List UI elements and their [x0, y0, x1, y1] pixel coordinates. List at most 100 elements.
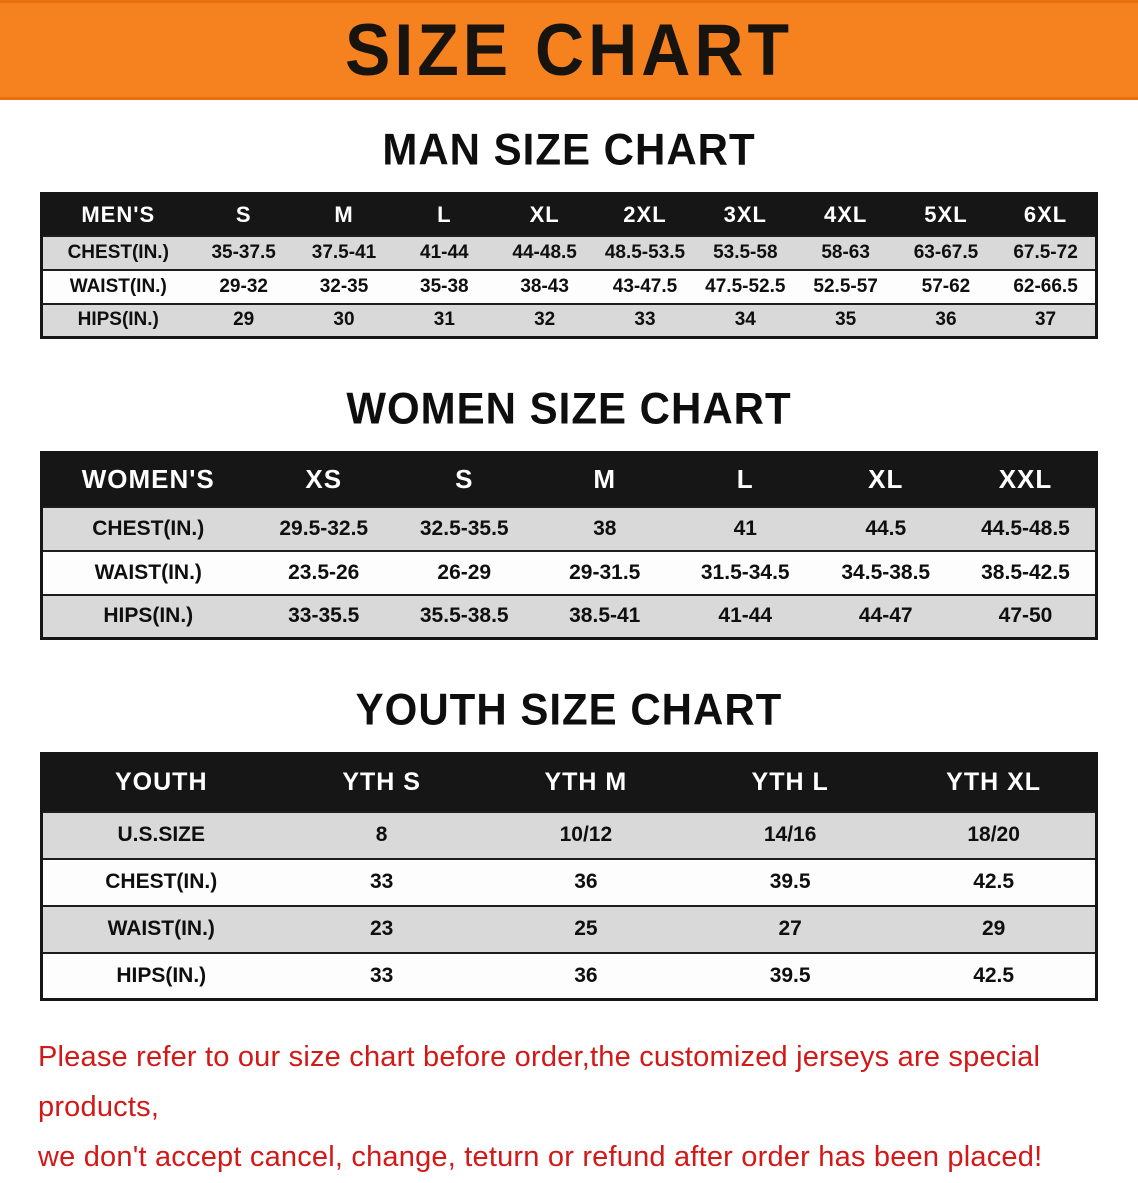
men-chart-title: MAN SIZE CHART	[382, 124, 756, 175]
size-value-cell: 33	[279, 857, 484, 906]
size-value-cell: 41-44	[394, 234, 495, 270]
size-value-cell: 32-35	[293, 268, 395, 304]
size-value-cell: 35-37.5	[193, 234, 294, 270]
size-column-header: XS	[305, 464, 343, 495]
size-value-cell: 35.5-38.5	[394, 593, 535, 639]
measurement-row-label: HIPS(IN.)	[41, 593, 254, 639]
men-table-row: CHEST(IN.) 35-37.5 37.5-41 41-44 44-48.5 48.5…	[41, 234, 1097, 270]
women-table-row: CHEST(IN.) 29.5-32.5 32.5-35.5 38 41 44.5 44.5…	[41, 505, 1097, 551]
size-value-cell: 25	[483, 904, 688, 953]
measurement-row-label: WAIST(IN.)	[41, 904, 280, 953]
size-value-cell: 36	[483, 951, 688, 1000]
size-value-cell: 38.5-41	[534, 593, 675, 639]
size-value-cell: 23.5-26	[253, 549, 394, 595]
size-value-cell: 42.5	[892, 857, 1097, 906]
size-value-cell: 63-67.5	[895, 234, 997, 270]
women-table-header-row: WOMEN'S XS S M L XL XXL	[41, 452, 1097, 507]
size-value-cell: 33-35.5	[253, 593, 394, 639]
youth-table-row: CHEST(IN.) 33 36 39.5 42.5	[41, 857, 1097, 906]
size-value-cell: 39.5	[688, 857, 893, 906]
size-value-cell: 43-47.5	[594, 268, 696, 304]
size-value-cell: 29	[892, 904, 1097, 953]
size-column-header: 2XL	[623, 201, 667, 227]
men-size-section: MAN SIZE CHART MEN'S S M L XL 2XL 3XL 4XL 5XL 6XL…	[0, 124, 1138, 339]
measurement-row-label: CHEST(IN.)	[41, 234, 194, 270]
size-column-header: L	[736, 464, 754, 495]
size-value-cell: 34	[695, 302, 796, 338]
size-value-cell: 32.5-35.5	[394, 505, 535, 551]
size-value-cell: 44-48.5	[494, 234, 595, 270]
youth-table-row: HIPS(IN.) 33 36 39.5 42.5	[41, 951, 1097, 1000]
men-table-row: WAIST(IN.) 29-32 32-35 35-38 38-43 43-47.5 47.…	[41, 268, 1097, 304]
youth-table-label: YOUTH	[115, 768, 208, 797]
measurement-row-label: CHEST(IN.)	[41, 505, 254, 551]
size-value-cell: 18/20	[892, 810, 1097, 859]
men-size-table: MEN'S S M L XL 2XL 3XL 4XL 5XL 6XL CHEST(IN.) 35-37…	[40, 192, 1098, 339]
size-value-cell: 44.5-48.5	[956, 505, 1097, 551]
size-column-header: 5XL	[924, 201, 968, 227]
size-value-cell: 41-44	[675, 593, 816, 639]
men-table-header-row: MEN'S S M L XL 2XL 3XL 4XL 5XL 6XL	[41, 193, 1097, 236]
size-value-cell: 34.5-38.5	[815, 549, 956, 595]
size-value-cell: 37.5-41	[293, 234, 395, 270]
size-value-cell: 38.5-42.5	[956, 549, 1097, 595]
size-value-cell: 41	[675, 505, 816, 551]
youth-table-header-row: YOUTH YTH S YTH M YTH L YTH XL	[41, 753, 1097, 812]
size-value-cell: 29-32	[193, 268, 294, 304]
size-column-header: S	[235, 201, 252, 227]
size-column-header: XL	[868, 464, 904, 495]
size-value-cell: 32	[494, 302, 595, 338]
size-value-cell: 33	[594, 302, 696, 338]
size-column-header: M	[334, 201, 354, 227]
size-value-cell: 47-50	[956, 593, 1097, 639]
size-value-cell: 52.5-57	[795, 268, 896, 304]
size-column-header: M	[593, 464, 617, 495]
size-value-cell: 14/16	[688, 810, 893, 859]
measurement-row-label: U.S.SIZE	[41, 810, 280, 859]
size-column-header: YTH L	[751, 768, 829, 797]
size-value-cell: 48.5-53.5	[594, 234, 696, 270]
size-value-cell: 44-47	[815, 593, 956, 639]
size-value-cell: 29.5-32.5	[253, 505, 394, 551]
women-chart-title: WOMEN SIZE CHART	[346, 383, 792, 434]
size-column-header: S	[455, 464, 474, 495]
men-table-label: MEN'S	[81, 201, 156, 227]
size-value-cell: 36	[483, 857, 688, 906]
women-size-section: WOMEN SIZE CHART WOMEN'S XS S M L XL XXL CHEST(…	[0, 383, 1138, 640]
size-column-header: YTH XL	[946, 768, 1042, 797]
size-value-cell: 38	[534, 505, 675, 551]
measurement-row-label: HIPS(IN.)	[41, 951, 280, 1000]
youth-chart-title: YOUTH SIZE CHART	[355, 684, 783, 735]
size-value-cell: 23	[279, 904, 484, 953]
size-value-cell: 42.5	[892, 951, 1097, 1000]
size-value-cell: 53.5-58	[695, 234, 796, 270]
size-value-cell: 33	[279, 951, 484, 1000]
size-value-cell: 36	[895, 302, 997, 338]
size-value-cell: 44.5	[815, 505, 956, 551]
size-column-header: XL	[529, 201, 560, 227]
size-value-cell: 31	[394, 302, 495, 338]
size-value-cell: 31.5-34.5	[675, 549, 816, 595]
size-value-cell: 35-38	[394, 268, 495, 304]
disclaimer-text: Please refer to our size chart before or…	[38, 1033, 1100, 1183]
women-table-label: WOMEN'S	[81, 464, 215, 495]
size-column-header: YTH M	[544, 768, 628, 797]
size-chart-banner: SIZE CHART	[0, 0, 1138, 100]
size-value-cell: 29	[193, 302, 294, 338]
size-value-cell: 47.5-52.5	[695, 268, 796, 304]
size-column-header: L	[437, 201, 452, 227]
disclaimer-line-1: Please refer to our size chart before or…	[38, 1041, 1041, 1123]
size-value-cell: 38-43	[494, 268, 595, 304]
measurement-row-label: HIPS(IN.)	[41, 302, 194, 338]
size-value-cell: 39.5	[688, 951, 893, 1000]
size-column-header: XXL	[998, 464, 1053, 495]
size-value-cell: 29-31.5	[534, 549, 675, 595]
size-value-cell: 67.5-72	[996, 234, 1097, 270]
size-column-header: 3XL	[723, 201, 767, 227]
size-value-cell: 26-29	[394, 549, 535, 595]
size-value-cell: 8	[279, 810, 484, 859]
women-size-table: WOMEN'S XS S M L XL XXL CHEST(IN.) 29.5-32.5 32.5…	[40, 451, 1098, 640]
youth-table-row: WAIST(IN.) 23 25 27 29	[41, 904, 1097, 953]
measurement-row-label: WAIST(IN.)	[41, 549, 254, 595]
disclaimer-line-2: we don't accept cancel, change, teturn o…	[38, 1140, 1043, 1173]
